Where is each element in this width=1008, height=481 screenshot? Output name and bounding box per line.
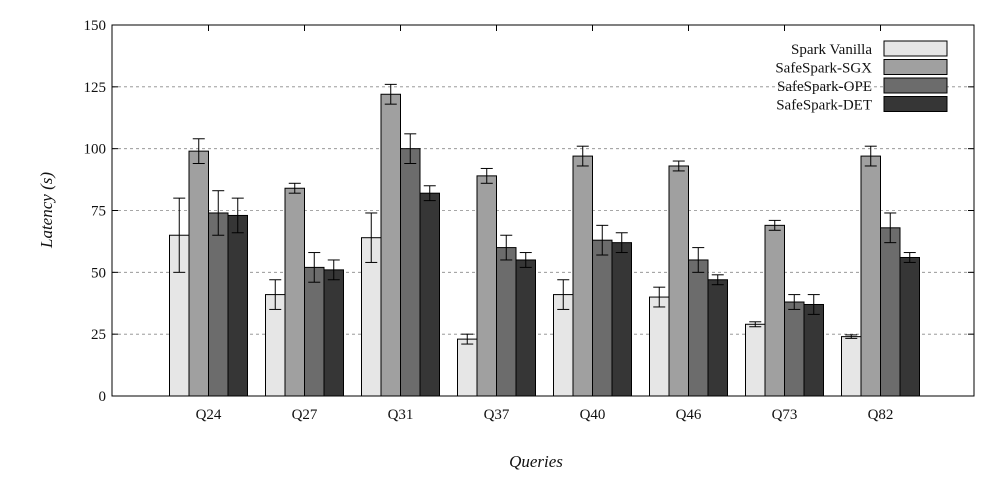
legend-swatch: [883, 40, 948, 57]
bar-q82-series-3: [880, 227, 901, 397]
bar-q46-series-3: [688, 259, 709, 397]
x-axis-title: Queries: [509, 452, 563, 471]
bar-q40-series-4: [611, 242, 632, 397]
bar-q82-series-2: [860, 155, 881, 397]
x-tick-label: Q40: [580, 407, 606, 423]
legend: Spark Vanilla SafeSpark-SGX SafeSpark-OPE S…: [775, 40, 948, 114]
x-axis-ticks: Q24 Q27 Q31 Q37 Q40 Q46 Q73 Q82: [196, 25, 894, 423]
bar-q46-series-1: [649, 296, 670, 397]
bar-q40-series-2: [572, 155, 593, 397]
y-axis-ticks: 0 25 50 75 100 125 150: [84, 18, 974, 405]
error-bars: [173, 83, 916, 345]
bar-q27-series-3: [304, 266, 325, 397]
bar-q73-series-3: [784, 301, 805, 397]
bar-q46-series-4: [707, 279, 728, 397]
bar-q73-series-2: [764, 224, 785, 397]
bar-q82-series-1: [841, 336, 862, 397]
y-tick-label: 0: [99, 389, 107, 405]
bar-q31-series-3: [400, 148, 421, 397]
y-tick-label: 150: [84, 18, 107, 34]
bar-q27-series-2: [284, 187, 305, 397]
legend-label: SafeSpark-OPE: [777, 79, 872, 95]
y-tick-label: 75: [91, 204, 106, 220]
bar-q24-series-3: [208, 212, 229, 397]
bar-q82-series-4: [899, 256, 920, 397]
x-tick-label: Q31: [388, 407, 414, 423]
bar-q37-series-3: [496, 247, 517, 397]
bar-q40-series-3: [592, 239, 613, 397]
legend-swatch: [883, 96, 948, 112]
x-tick-label: Q46: [676, 407, 702, 423]
bar-q24-series-4: [227, 214, 248, 397]
bar-q24-series-2: [188, 150, 209, 397]
bar-q31-series-4: [419, 192, 440, 397]
legend-swatch: [883, 77, 948, 94]
x-tick-label: Q24: [196, 407, 222, 423]
y-axis-title: Latency (s): [37, 172, 56, 249]
legend-label: SafeSpark-SGX: [775, 61, 872, 77]
bar-q31-series-2: [380, 93, 401, 397]
x-tick-label: Q27: [292, 407, 318, 423]
legend-label: SafeSpark-DET: [776, 98, 872, 114]
bar-q37-series-1: [457, 338, 478, 397]
x-tick-label: Q37: [484, 407, 510, 423]
x-tick-label: Q73: [772, 407, 798, 423]
bar-q27-series-4: [323, 269, 344, 397]
legend-label: Spark Vanilla: [791, 42, 872, 58]
bar-q73-series-1: [745, 323, 766, 397]
bar-q37-series-2: [476, 175, 497, 397]
bar-q73-series-4: [803, 303, 824, 397]
bars: [169, 93, 920, 397]
legend-swatch: [883, 59, 948, 75]
y-tick-label: 125: [84, 80, 107, 96]
x-tick-label: Q82: [868, 407, 894, 423]
bar-q37-series-4: [515, 259, 536, 397]
y-tick-label: 100: [84, 142, 107, 158]
y-tick-label: 25: [91, 327, 106, 343]
y-tick-label: 50: [91, 265, 106, 281]
bar-q46-series-2: [668, 165, 689, 397]
